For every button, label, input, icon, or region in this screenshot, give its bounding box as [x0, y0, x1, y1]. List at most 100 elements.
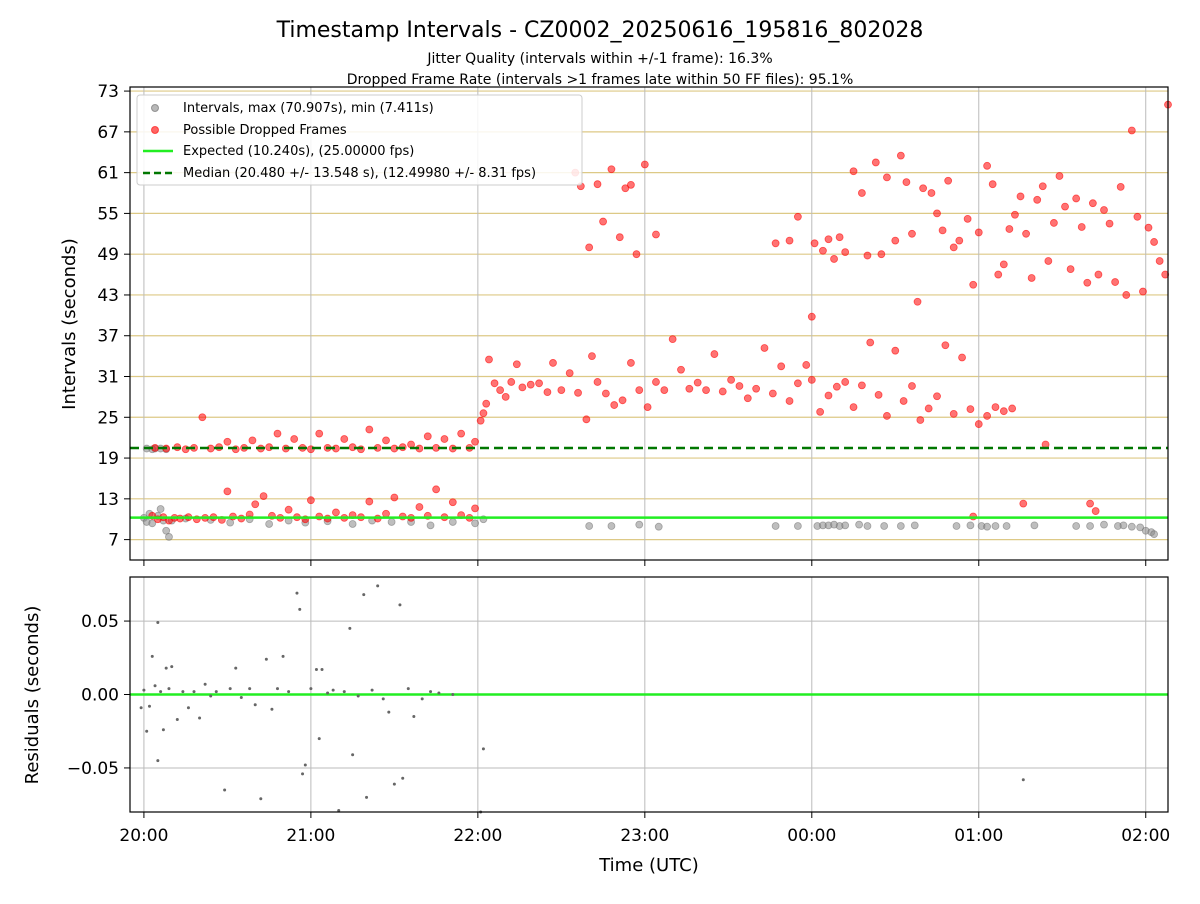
residual-point: [387, 710, 391, 714]
dropped-frame-point: [306, 496, 315, 505]
residual-point: [147, 704, 151, 708]
residual-point: [223, 788, 227, 792]
interval-point: [952, 522, 961, 530]
bottom-y-tick-label: 0.05: [81, 612, 119, 632]
dropped-frame-point: [423, 432, 432, 441]
residual-point: [362, 593, 366, 597]
dropped-frame-point: [1055, 172, 1064, 180]
dropped-frame-point: [991, 403, 1000, 411]
residual-point: [181, 690, 185, 694]
x-tick-label: 20:00: [119, 826, 168, 846]
dropped-frame-point: [841, 378, 850, 386]
residual-point: [412, 715, 416, 719]
top-y-tick-label: 61: [97, 164, 119, 184]
top-y-tick-label: 55: [97, 204, 119, 224]
dropped-frame-point: [983, 412, 992, 420]
dropped-frame-point: [635, 386, 644, 395]
residual-point: [281, 654, 285, 658]
dropped-frame-point: [924, 404, 933, 413]
residual-point: [392, 782, 396, 786]
dropped-frame-point: [223, 437, 232, 446]
chart-subtitle-dropped: Dropped Frame Rate (intervals >1 frames …: [347, 72, 854, 88]
dropped-frame-point: [652, 230, 660, 239]
x-axis-label: Time (UTC): [598, 855, 699, 876]
residual-point: [381, 697, 385, 701]
dropped-frame-point: [955, 236, 964, 245]
dropped-frame-point: [835, 233, 844, 242]
interval-point: [896, 522, 905, 530]
dropped-frame-point: [896, 151, 905, 160]
dropped-frame-point: [685, 384, 694, 393]
dropped-frame-point: [963, 214, 972, 223]
x-tick-label: 00:00: [787, 826, 836, 846]
top-y-axis-label: Intervals (seconds): [59, 238, 80, 410]
residual-point: [314, 668, 318, 672]
dropped-frame-point: [966, 405, 975, 414]
residual-point: [481, 747, 485, 751]
dropped-frame-point: [1005, 225, 1014, 233]
x-tick-label: 01:00: [954, 826, 1003, 846]
dropped-frame-point: [618, 396, 627, 405]
dropped-frame-point: [816, 407, 825, 416]
dropped-frame-point: [1155, 257, 1164, 265]
residual-point: [348, 626, 352, 630]
dropped-frame-point: [627, 180, 635, 189]
dropped-frame-point: [871, 158, 880, 167]
dropped-frame-point: [1116, 183, 1125, 191]
residual-point: [298, 607, 302, 611]
dropped-frame-point: [660, 386, 669, 395]
dropped-frame-point: [760, 344, 769, 352]
interval-point: [855, 520, 864, 529]
dropped-frame-point: [944, 176, 953, 185]
dropped-frame-point: [432, 485, 441, 494]
dropped-frame-point: [969, 280, 978, 289]
top-y-tick-label: 13: [97, 490, 119, 510]
legend-marker-intervals: [151, 104, 159, 112]
residual-point: [214, 690, 218, 694]
dropped-frame-point: [1033, 195, 1042, 204]
interval-point: [966, 521, 975, 530]
dropped-frame-point: [752, 384, 761, 393]
dropped-frame-point: [768, 389, 777, 398]
dropped-frame-point: [999, 260, 1008, 269]
interval-point: [771, 522, 780, 530]
dropped-frame-point: [593, 378, 602, 386]
dropped-frame-point: [479, 409, 488, 418]
dropped-frame-point: [702, 386, 710, 395]
interval-point: [148, 519, 157, 528]
dropped-frame-point: [1019, 499, 1028, 508]
residual-point: [156, 621, 160, 625]
dropped-frame-point: [807, 376, 816, 384]
residual-point: [437, 691, 441, 695]
dropped-frame-point: [273, 429, 282, 438]
residual-point: [186, 706, 190, 710]
dropped-frame-point: [512, 360, 521, 369]
residual-point: [365, 795, 369, 799]
residual-point: [370, 688, 374, 692]
top-y-tick-label: 19: [97, 449, 119, 469]
top-y-tick-label: 25: [97, 408, 119, 428]
dropped-frame-point: [785, 236, 794, 245]
dropped-frame-point: [1011, 210, 1019, 219]
interval-point: [983, 522, 992, 531]
residual-point: [301, 772, 305, 776]
dropped-frame-point: [574, 388, 582, 397]
residual-point: [159, 690, 163, 694]
dropped-frame-point: [877, 250, 886, 259]
residual-point: [320, 668, 324, 672]
dropped-frame-point: [1091, 507, 1100, 515]
interval-point: [841, 521, 850, 530]
top-reference-lines: [130, 446, 1168, 519]
top-y-tick-label: 7: [108, 531, 119, 551]
interval-point: [607, 522, 616, 530]
dropped-frame-point: [632, 250, 641, 259]
interval-point: [635, 520, 644, 529]
interval-point: [348, 520, 357, 528]
dropped-frame-point: [599, 217, 607, 226]
dropped-frame-point: [857, 189, 866, 197]
dropped-frame-point: [1133, 212, 1142, 221]
dropped-frame-point: [1139, 287, 1147, 296]
chart-title: Timestamp Intervals - CZ0002_20250616_19…: [276, 18, 924, 43]
dropped-frame-point: [908, 229, 916, 238]
interval-point: [654, 522, 663, 531]
